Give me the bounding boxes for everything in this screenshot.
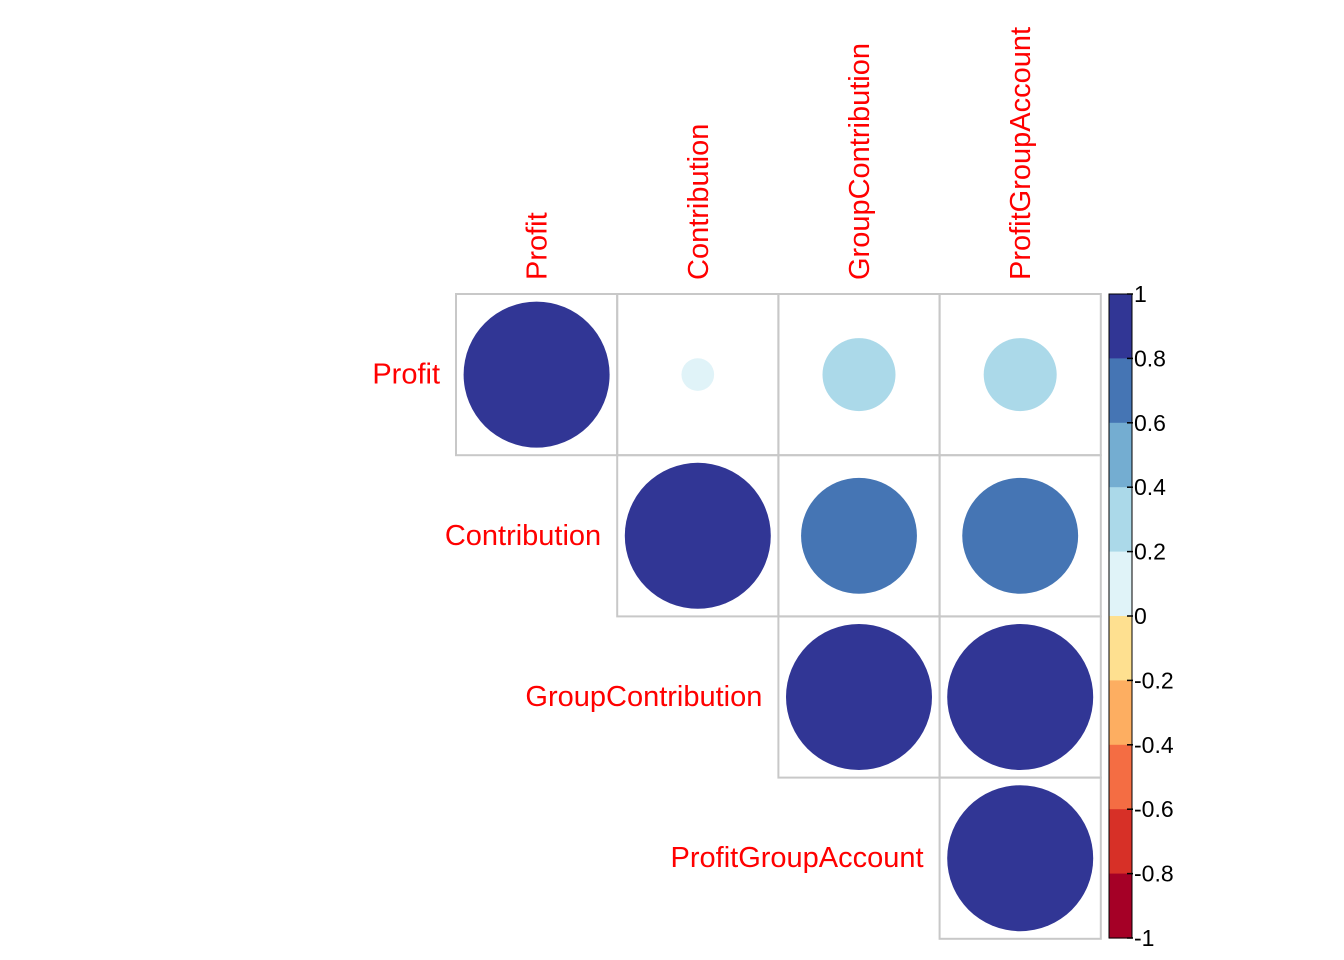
legend-tick-label: -0.2	[1134, 667, 1174, 693]
legend-tick-label: 0.2	[1134, 539, 1166, 565]
correlation-circle-profit-group-contribution	[822, 338, 896, 412]
legend-bin	[1109, 358, 1132, 424]
correlation-circle-contribution-group-contribution	[801, 477, 917, 594]
legend-tick-label: -0.6	[1134, 796, 1174, 822]
legend-tick-label: 1	[1134, 281, 1147, 307]
correlation-circle-group-contribution-group-contribution	[786, 624, 932, 770]
correlation-circle-profit-profit-group-account	[983, 338, 1057, 412]
correlation-circle-profit-group-account-profit-group-account	[947, 785, 1094, 932]
row-label-contribution: Contribution	[445, 520, 601, 552]
correlation-circles	[463, 301, 1094, 932]
legend-bin	[1109, 487, 1132, 553]
column-label-profit: Profit	[522, 212, 554, 280]
correlation-circle-profit-contribution	[681, 358, 715, 391]
legend-bin	[1109, 294, 1132, 359]
correlation-circle-contribution-contribution	[624, 462, 771, 609]
correlation-circle-group-contribution-profit-group-account	[947, 624, 1094, 770]
legend-tick-label: 0	[1134, 603, 1147, 629]
column-label-contribution: Contribution	[683, 124, 715, 280]
legend-tick-label: 0.4	[1134, 474, 1166, 500]
variable-labels: Profit Contribution GroupContribution Profi…	[372, 27, 1037, 874]
legend-tick-label: -0.8	[1134, 861, 1174, 887]
legend-bin	[1109, 680, 1132, 746]
legend-tick-label: -0.4	[1134, 732, 1174, 758]
legend-bin	[1109, 744, 1132, 810]
correlation-circle-contribution-profit-group-account	[962, 477, 1079, 594]
row-label-profit-group-account: ProfitGroupAccount	[671, 842, 924, 874]
grid-cell	[938, 776, 1102, 940]
column-label-group-contribution: GroupContribution	[844, 43, 876, 280]
row-label-profit: Profit	[372, 359, 440, 391]
legend-tick-label: -1	[1134, 925, 1154, 951]
legend-bin	[1109, 616, 1132, 681]
column-label-profit-group-account: ProfitGroupAccount	[1005, 27, 1037, 280]
legend-tick-label: 0.8	[1134, 345, 1166, 371]
legend-bin	[1109, 873, 1132, 939]
color-legend: 1 0.8 0.6 0.4 0.2 0 -0.2 -0.4 -0.6 -0.8 -1	[1108, 281, 1174, 951]
correlation-circle-profit-profit	[463, 301, 610, 448]
legend-bin	[1109, 422, 1132, 488]
legend-tick-label: 0.6	[1134, 410, 1166, 436]
legend-bin	[1109, 809, 1132, 875]
legend-bin	[1109, 551, 1132, 617]
grid-cells	[455, 293, 1102, 940]
row-label-group-contribution: GroupContribution	[525, 681, 762, 713]
